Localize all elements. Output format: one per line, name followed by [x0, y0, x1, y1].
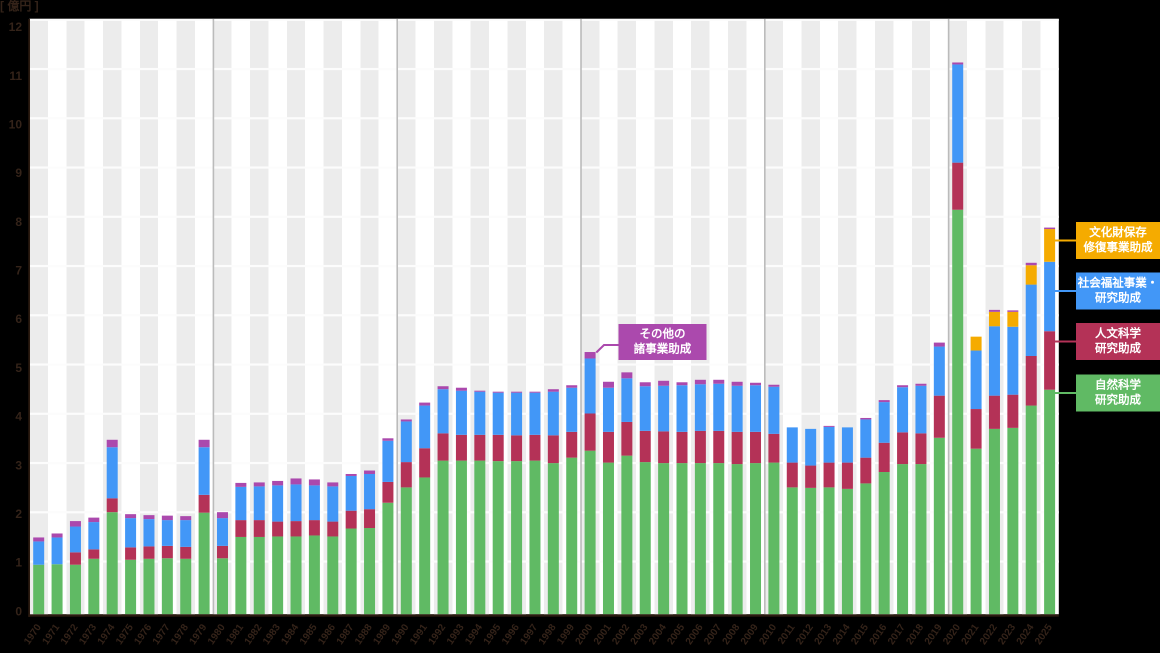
svg-text:9: 9 [15, 166, 22, 180]
svg-text:社会福祉事業・: 社会福祉事業・ [1077, 276, 1159, 290]
svg-text:0: 0 [15, 604, 22, 618]
svg-text:3: 3 [15, 458, 22, 472]
svg-text:修復事業助成: 修復事業助成 [1083, 240, 1153, 254]
svg-text:1: 1 [15, 556, 22, 570]
svg-text:7: 7 [15, 264, 22, 278]
svg-text:人文科学: 人文科学 [1095, 326, 1141, 340]
svg-text:12: 12 [9, 20, 23, 34]
svg-text:研究助成: 研究助成 [1095, 393, 1141, 407]
svg-text:11: 11 [9, 69, 22, 83]
svg-text:諸事業助成: 諸事業助成 [634, 342, 692, 356]
svg-text:自然科学: 自然科学 [1095, 378, 1141, 392]
svg-text:2: 2 [15, 507, 22, 521]
svg-text:文化財保存: 文化財保存 [1089, 225, 1147, 239]
svg-text:6: 6 [15, 312, 22, 326]
svg-text:10: 10 [9, 118, 23, 132]
svg-text:8: 8 [15, 215, 22, 229]
svg-text:研究助成: 研究助成 [1095, 291, 1141, 305]
svg-text:[ 億円 ]: [ 億円 ] [0, 0, 39, 13]
svg-text:4: 4 [15, 410, 22, 424]
svg-text:研究助成: 研究助成 [1095, 341, 1141, 355]
svg-text:5: 5 [15, 361, 22, 375]
svg-text:その他の: その他の [640, 327, 686, 341]
